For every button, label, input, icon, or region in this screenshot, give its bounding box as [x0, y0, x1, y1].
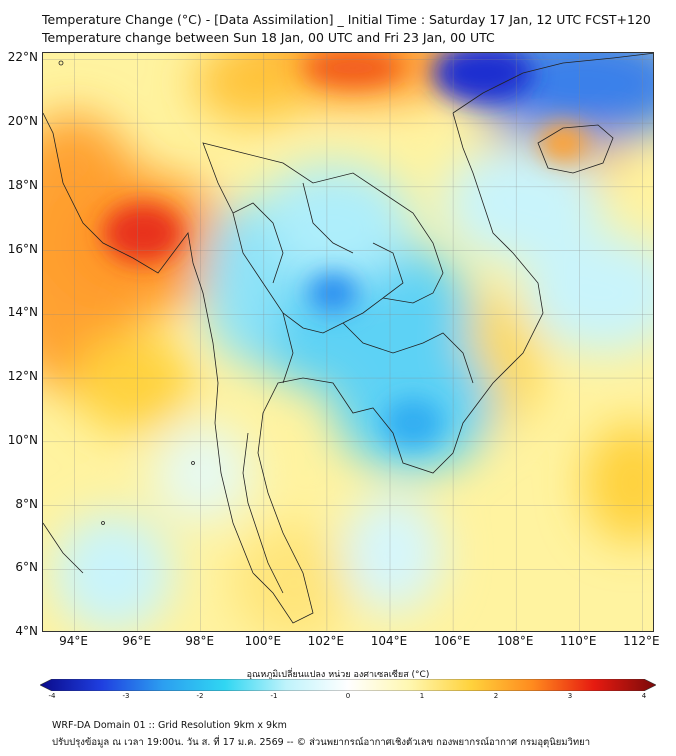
latitude-label: 12°N — [7, 369, 38, 384]
colorbar-tick-label: 3 — [567, 692, 573, 700]
colorbar-tick-label: -1 — [270, 692, 278, 700]
colorbar — [40, 679, 656, 691]
temperature-change-map — [42, 52, 654, 632]
latitude-label: 22°N — [7, 50, 38, 65]
colorbar-tick-label: 0 — [345, 692, 351, 700]
map-canvas — [43, 53, 653, 631]
longitude-label: 110°E — [560, 634, 597, 648]
map-subtitle: Temperature change between Sun 18 Jan, 0… — [42, 30, 495, 45]
latitude-label: 20°N — [7, 114, 38, 129]
latitude-label: 18°N — [7, 177, 38, 192]
latitude-label: 14°N — [7, 305, 38, 320]
footer-model-info: WRF-DA Domain 01 :: Grid Resolution 9km … — [52, 720, 287, 731]
longitude-label: 94°E — [59, 634, 88, 648]
latitude-label: 4°N — [15, 624, 38, 638]
colorbar-title: อุณหภูมิเปลี่ยนแปลง หน่วย องศาเซลเซียส (… — [246, 670, 430, 680]
longitude-label: 108°E — [496, 634, 534, 648]
colorbar-tick-label: 4 — [641, 692, 647, 700]
coastlines — [43, 53, 653, 624]
longitude-label: 102°E — [307, 634, 345, 648]
colorbar-tick-label: -2 — [196, 692, 204, 700]
latitude-label: 10°N — [7, 432, 38, 447]
latitude-label: 8°N — [15, 496, 38, 511]
footer-credits: ปรับปรุงข้อมูล ณ เวลา 19:00น. วัน ส. ที่… — [52, 737, 591, 748]
colorbar-tick-label: -4 — [48, 692, 56, 700]
longitude-label: 98°E — [185, 634, 215, 648]
latitude-label: 16°N — [7, 241, 38, 256]
colorbar-tick-label: -3 — [122, 692, 130, 700]
longitude-label: 100°E — [244, 634, 282, 648]
latitude-label: 6°N — [15, 560, 38, 575]
longitude-label: 96°E — [122, 634, 152, 648]
map-title: Temperature Change (°C) - [Data Assimila… — [42, 12, 651, 27]
longitude-label: 104°E — [370, 634, 408, 648]
colorbar-tick-label: 2 — [493, 692, 499, 700]
colorbar-tick-label: 1 — [419, 692, 425, 700]
longitude-label: 112°E — [623, 634, 660, 648]
longitude-label: 106°E — [433, 634, 471, 648]
